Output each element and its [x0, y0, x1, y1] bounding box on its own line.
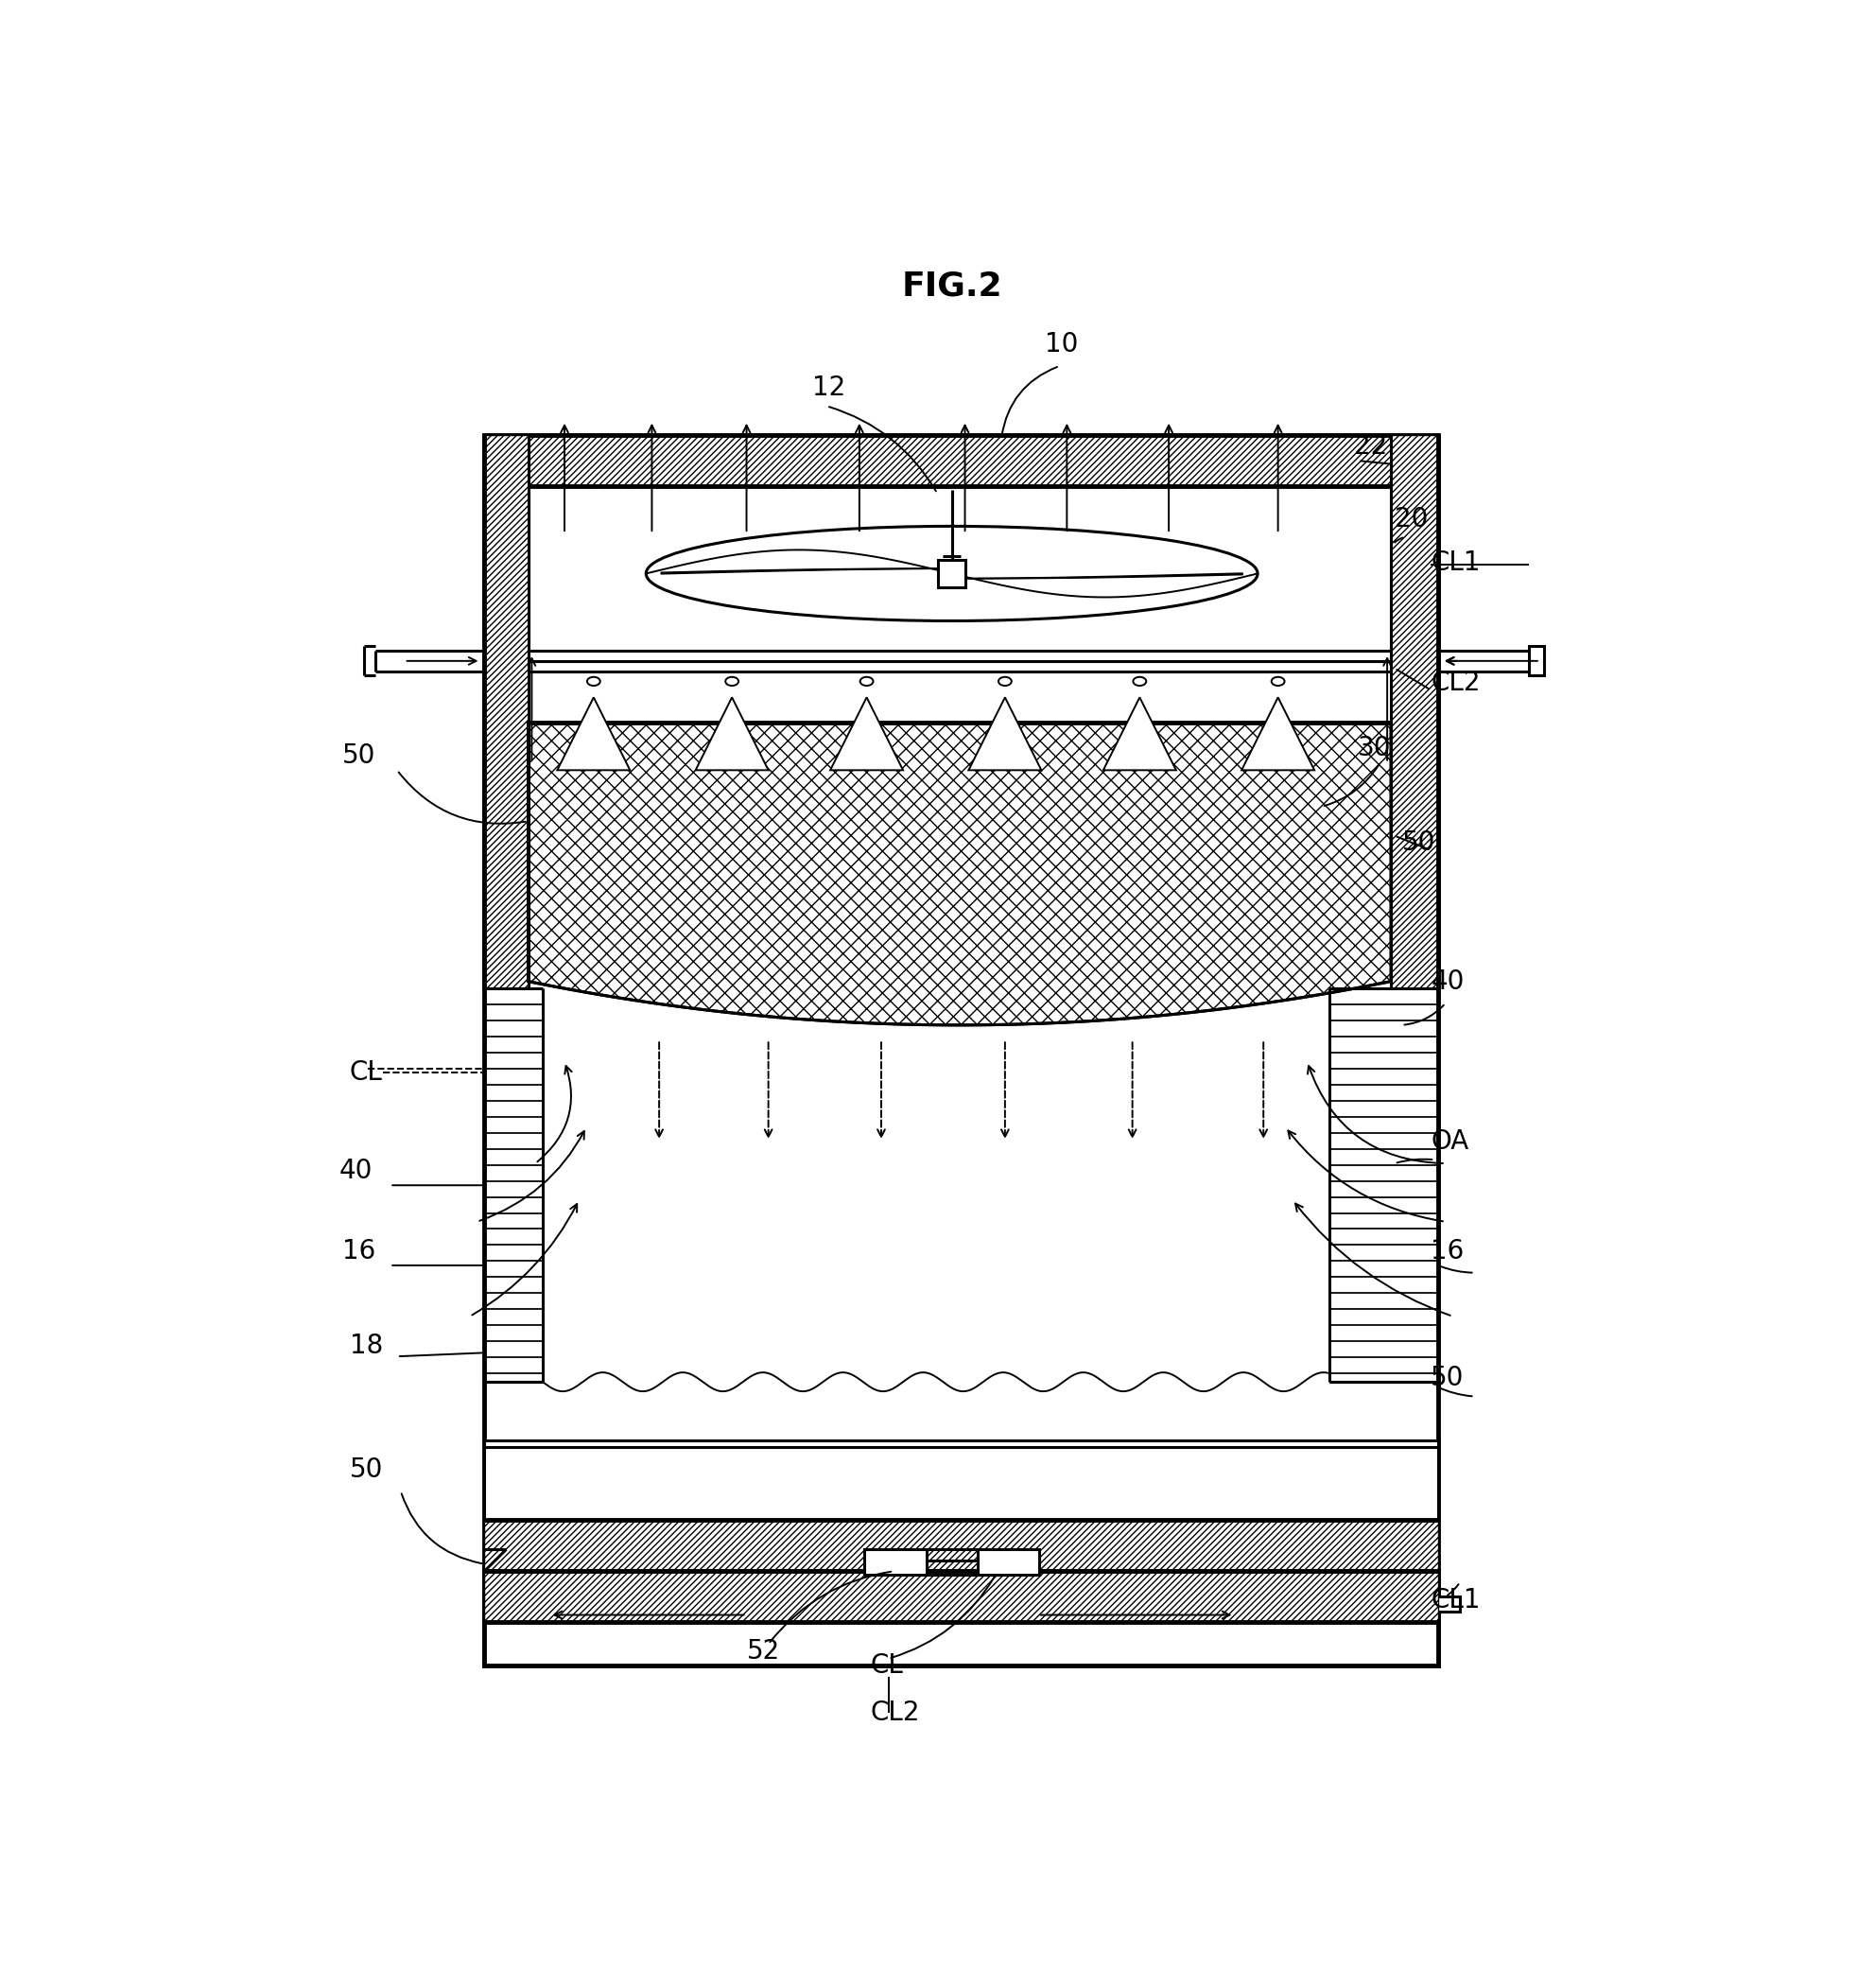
- Bar: [485, 1521, 1437, 1571]
- Text: 50: 50: [349, 1455, 383, 1483]
- Bar: [527, 487, 1391, 660]
- Polygon shape: [527, 724, 1391, 1026]
- Bar: [485, 1439, 1437, 1571]
- Ellipse shape: [997, 678, 1010, 686]
- Text: 30: 30: [1357, 736, 1391, 761]
- Bar: [485, 435, 527, 988]
- Polygon shape: [967, 698, 1042, 769]
- Ellipse shape: [724, 678, 737, 686]
- Ellipse shape: [646, 527, 1257, 620]
- Ellipse shape: [587, 678, 600, 686]
- Text: 12: 12: [812, 374, 845, 402]
- Text: 52: 52: [747, 1638, 780, 1664]
- Bar: [1391, 435, 1437, 988]
- Polygon shape: [1240, 698, 1313, 769]
- Bar: [864, 1549, 927, 1574]
- Bar: [1528, 646, 1543, 676]
- Text: 18: 18: [349, 1332, 383, 1358]
- Text: 40: 40: [1430, 968, 1463, 994]
- Text: 50: 50: [1430, 1366, 1463, 1392]
- Text: 10: 10: [1044, 330, 1077, 358]
- Bar: [485, 435, 1437, 487]
- Text: 20: 20: [1395, 505, 1428, 533]
- Bar: [938, 561, 966, 586]
- Text: 16: 16: [342, 1239, 375, 1264]
- Text: 40: 40: [338, 1157, 371, 1185]
- Text: 50: 50: [1400, 829, 1434, 857]
- Text: FIG.2: FIG.2: [901, 270, 1001, 302]
- Text: CL: CL: [869, 1652, 903, 1680]
- Text: CL1: CL1: [1430, 1586, 1480, 1614]
- Text: 22: 22: [1354, 433, 1387, 459]
- Polygon shape: [830, 698, 903, 769]
- Bar: [485, 435, 1437, 1666]
- Text: OA: OA: [1430, 1129, 1469, 1155]
- Polygon shape: [557, 698, 630, 769]
- Ellipse shape: [1270, 678, 1283, 686]
- Text: 50: 50: [342, 742, 375, 769]
- Polygon shape: [695, 698, 769, 769]
- Ellipse shape: [1133, 678, 1146, 686]
- Polygon shape: [1103, 698, 1175, 769]
- Bar: [977, 1549, 1038, 1574]
- Text: 16: 16: [1430, 1239, 1463, 1264]
- Text: CL2: CL2: [869, 1700, 919, 1726]
- Bar: [1435, 1596, 1460, 1612]
- Bar: [485, 1571, 1437, 1666]
- Text: CL2: CL2: [1430, 670, 1480, 696]
- Text: CL1: CL1: [1430, 549, 1480, 577]
- Bar: [485, 1571, 1437, 1622]
- Text: CL: CL: [349, 1060, 383, 1085]
- Ellipse shape: [860, 678, 873, 686]
